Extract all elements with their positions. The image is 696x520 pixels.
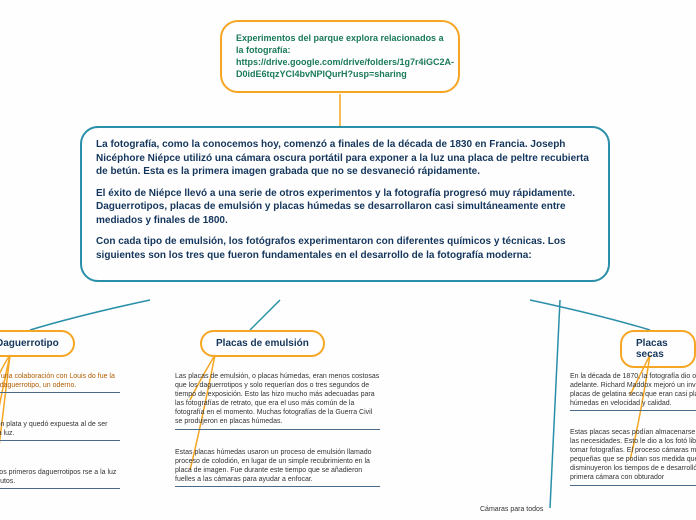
- secas-leaf-1: En la década de 1870, la fotografía dio …: [570, 372, 696, 411]
- secas-title: Placas secas: [636, 338, 668, 360]
- secas-leaf-2: Estas placas secas podían almacenarse en…: [570, 428, 696, 486]
- main-p2: El éxito de Niépce llevó a una serie de …: [96, 187, 594, 228]
- main-p3: Con cada tipo de emulsión, los fotógrafo…: [96, 235, 594, 262]
- top-link-node: Experimentos del parque explora relacion…: [220, 20, 460, 93]
- main-node: La fotografía, como la conocemos hoy, co…: [80, 126, 610, 282]
- emul-leaf-2: Estas placas húmedas usaron un proceso d…: [175, 448, 380, 487]
- daguerrotipo-title: Daguerrotipo: [0, 338, 59, 349]
- branch-daguerrotipo: Daguerrotipo: [0, 330, 75, 357]
- dag-leaf-3: en la placa, los primeros daguerrotipos …: [0, 468, 120, 489]
- main-p1: La fotografía, como la conocemos hoy, co…: [96, 138, 594, 179]
- branch-emulsion: Placas de emulsión: [200, 330, 325, 357]
- camaras-leaf: Cámaras para todos: [480, 505, 570, 516]
- dag-leaf-1: iépce llevó a una colaboración con Louis…: [0, 372, 120, 393]
- emul-leaf-1: Las placas de emulsión, o placas húmedas…: [175, 372, 380, 430]
- branch-secas: Placas secas: [620, 330, 696, 368]
- top-link-text: Experimentos del parque explora relacion…: [236, 33, 454, 79]
- emulsion-title: Placas de emulsión: [216, 338, 309, 349]
- dag-leaf-2: a recubrió con plata y quedó expuesta al…: [0, 420, 120, 441]
